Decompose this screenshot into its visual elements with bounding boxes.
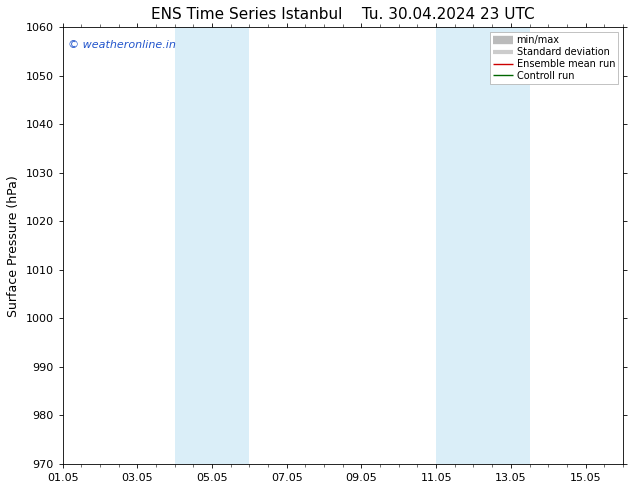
Bar	[436, 27, 529, 464]
Bar	[175, 27, 249, 464]
Title: ENS Time Series Istanbul    Tu. 30.04.2024 23 UTC: ENS Time Series Istanbul Tu. 30.04.2024 …	[151, 7, 534, 22]
Y-axis label: Surface Pressure (hPa): Surface Pressure (hPa)	[7, 175, 20, 317]
Legend: min/max, Standard deviation, Ensemble mean run, Controll run: min/max, Standard deviation, Ensemble me…	[490, 32, 618, 84]
Text: © weatheronline.in: © weatheronline.in	[68, 40, 176, 50]
